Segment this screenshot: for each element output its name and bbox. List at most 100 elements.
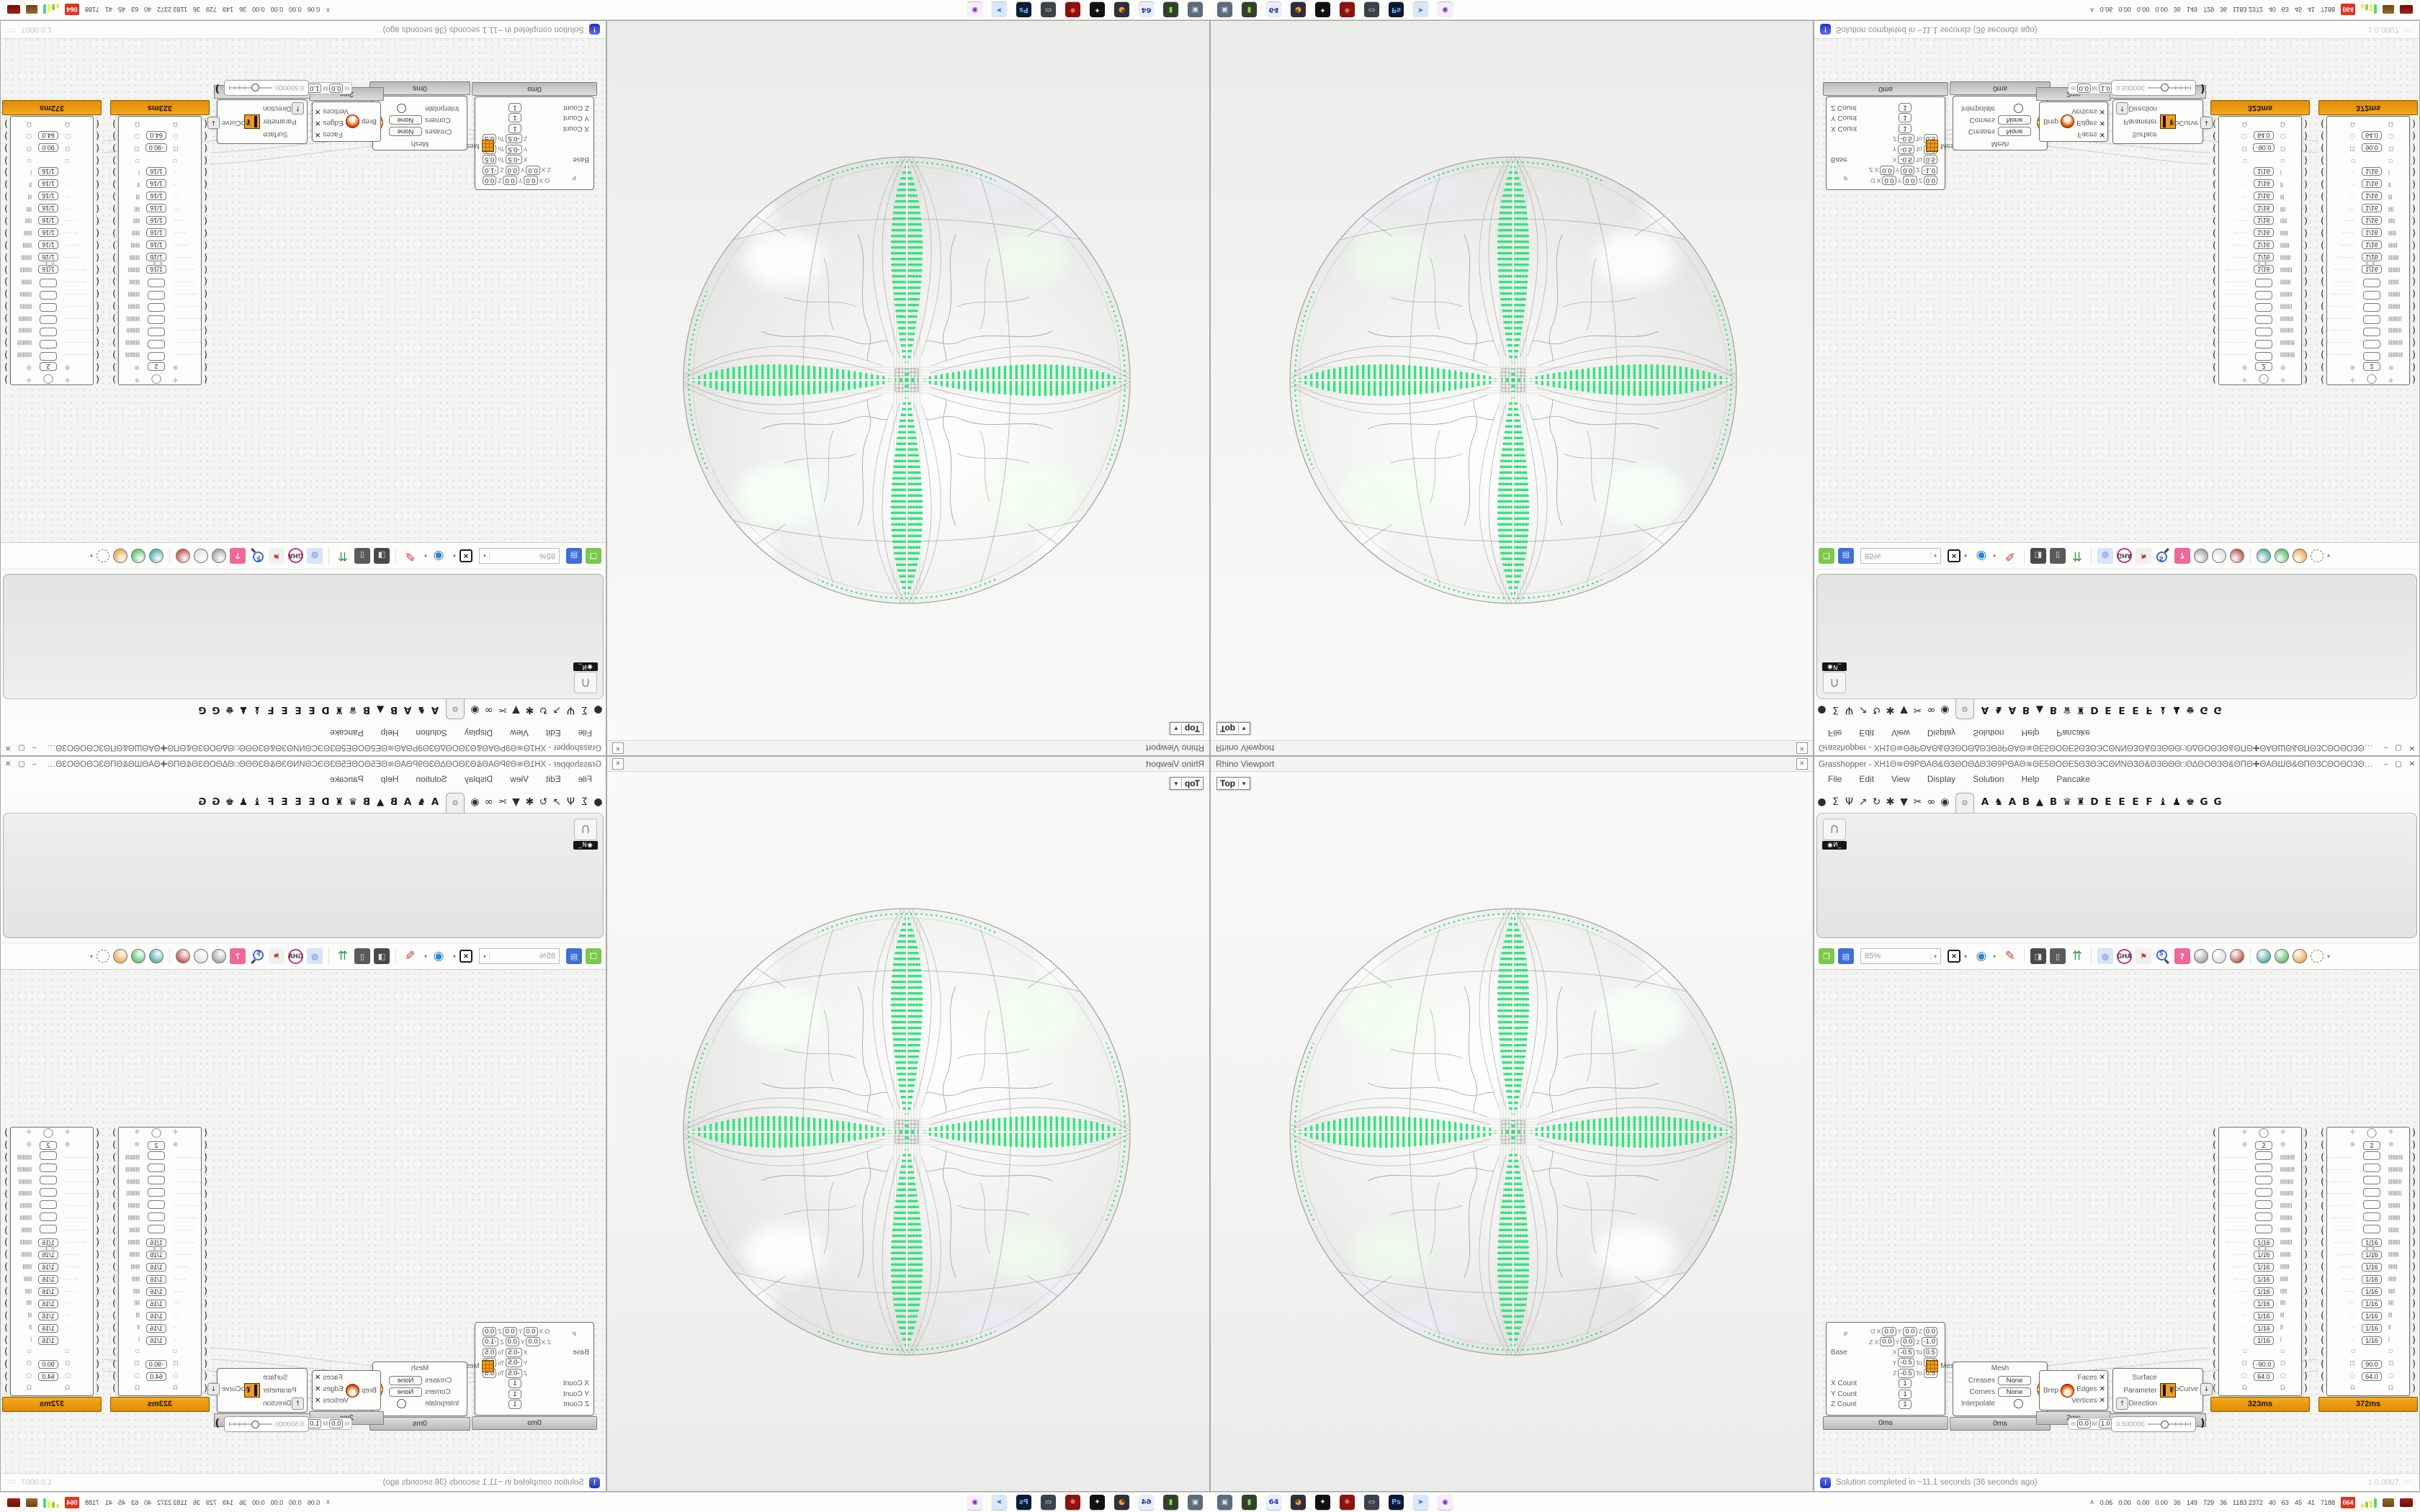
stack-value-box[interactable]	[148, 279, 165, 288]
plugin-tab[interactable]: E	[2118, 704, 2125, 716]
selection-region-icon[interactable]	[97, 950, 109, 963]
stack-row[interactable]: (⊡ 90.0 ⊡)	[2318, 142, 2418, 154]
axes-widget-icon[interactable]: ⇈	[2071, 549, 2083, 563]
stack-row[interactable]: (··· 1/16 ||||)	[110, 1297, 210, 1309]
stack-value-box[interactable]: 1/16	[146, 1275, 166, 1284]
stack-value-box[interactable]: 64.0	[38, 1372, 58, 1382]
plugin-tab[interactable]: D	[2090, 704, 2099, 716]
relay-icon[interactable]: ∩	[2255, 1238, 2270, 1259]
stack-value-box[interactable]: 1/16	[38, 1275, 58, 1284]
creases-value[interactable]: None	[1998, 1375, 2031, 1385]
solver-info-icon[interactable]: !	[1820, 1477, 1831, 1488]
stack-value-box[interactable]	[148, 339, 165, 348]
brep-component[interactable]: Brep Faces✕Edges✕Vertices✕ 2ms	[309, 1370, 384, 1425]
plugin-tab[interactable]: D	[321, 704, 330, 716]
isocurve-output[interactable]: IsoCurve ↓	[207, 1383, 251, 1395]
value-box[interactable]: -1.0	[483, 1337, 499, 1347]
stack-value-box[interactable]	[2255, 1224, 2272, 1233]
gene-pool-stack[interactable]: (✛◯✛)(⊛2⊛)(··············|||||||||||)(··…	[2318, 1127, 2418, 1412]
plugin-tab[interactable]: ♜	[2076, 704, 2086, 716]
stack-row[interactable]: (·········· |||||||||)	[2, 300, 102, 312]
stack-value-box[interactable]: 1/16	[38, 215, 58, 225]
stack-value-box[interactable]: 1/16	[38, 1299, 58, 1308]
value-box[interactable]: 0.0	[1901, 1337, 1915, 1347]
stack-value-box[interactable]: 90.0	[38, 143, 58, 152]
stack-row[interactable]: (············ ||||||||||)	[110, 1176, 210, 1188]
plugin-tab[interactable]: ♚	[2185, 704, 2195, 716]
stack-value-box[interactable]: 90.0	[2362, 143, 2382, 152]
close-icon[interactable]: ✕	[5, 744, 12, 752]
category-tab-icon[interactable]: ▼	[1900, 704, 1908, 716]
stack-value-box[interactable]: 1/16	[146, 167, 166, 176]
display-sphere-green-icon[interactable]	[131, 949, 145, 963]
stack-value-box[interactable]	[2255, 339, 2272, 348]
menu-solution[interactable]: Solution	[1973, 728, 2004, 738]
stack-row[interactable]: (··· 1/16 ||||)	[2318, 1297, 2418, 1309]
stack-row[interactable]: (· 1/16 ||)	[2, 179, 102, 191]
viewport-titlebar[interactable]: Rhino Viewport ✕	[1211, 740, 1813, 755]
corners-value[interactable]: None	[1998, 1387, 2031, 1397]
plugin-tab[interactable]: ♛	[348, 796, 358, 808]
value-box[interactable]: 0.0	[524, 1326, 538, 1336]
stack-row[interactable]: (··············|||||||||||)	[2318, 1151, 2418, 1164]
category-tab-icon[interactable]: ↻	[539, 704, 548, 716]
stack-row[interactable]: (········· |||||||||)	[2318, 1212, 2418, 1224]
plugin-rings-icon[interactable]: ◎	[307, 548, 323, 564]
taskbar-app-tool[interactable]: ➤	[992, 1495, 1007, 1510]
stack-row[interactable]: (⊡ -90.0 ⊡)	[110, 1358, 210, 1370]
brep-output-faces[interactable]: Faces ✕	[2077, 130, 2105, 139]
stack-value-box[interactable]: 1/16	[38, 192, 58, 201]
corners-value[interactable]: None	[1998, 115, 2031, 125]
plugin-tab[interactable]: ♝	[252, 704, 262, 716]
stack-row[interactable]: (·············|||||||||||)	[110, 336, 210, 348]
stack-value-box[interactable]: 1/16	[2254, 240, 2274, 249]
package-icon[interactable]: ?	[230, 948, 246, 964]
plugin-tab[interactable]: F	[267, 796, 274, 808]
stack-value-box[interactable]	[148, 1164, 165, 1173]
value-box[interactable]: 1	[1899, 1389, 1912, 1399]
plugin-tab[interactable]: ♛	[2062, 796, 2072, 808]
value-box[interactable]: 0.0	[483, 1326, 497, 1336]
solver-info-icon[interactable]: !	[589, 24, 600, 35]
menu-edit[interactable]: Edit	[1859, 728, 1875, 738]
stack-value-box[interactable]: 1/16	[2254, 204, 2274, 213]
stack-row[interactable]: (············ ||||||||||)	[110, 325, 210, 337]
stack-row[interactable]: (······ 1/16 |||||||)	[2210, 239, 2310, 251]
value-box[interactable]: 1	[1899, 123, 1912, 133]
value-box[interactable]: 0.0	[1923, 1326, 1937, 1336]
value-box[interactable]: -0.5	[1898, 1368, 1914, 1378]
stack-value-box[interactable]	[40, 1212, 57, 1221]
value-box[interactable]: 1	[508, 102, 521, 112]
stack-row[interactable]: (·········· |||||||||)	[2, 1200, 102, 1212]
stack-value-box[interactable]: 1/16	[2362, 1238, 2382, 1248]
minimize-icon[interactable]: –	[32, 744, 37, 752]
taskbar-app-vm[interactable]: ▮	[1163, 1495, 1178, 1510]
isocurve-output[interactable]: IsoCurve ↓	[2169, 117, 2213, 129]
stack-value-box[interactable]	[40, 291, 57, 300]
stack-row[interactable]: (· 1/16 |)	[2318, 1333, 2418, 1346]
stack-row[interactable]: (Ω Ω)	[2, 117, 102, 130]
stack-row[interactable]: (··· 1/16 ||||)	[2318, 203, 2418, 215]
stack-value-box[interactable]	[2363, 1212, 2380, 1221]
gene-pool-stack[interactable]: (✛◯✛)(⊛2⊛)(··············|||||||||||)(··…	[2210, 1127, 2310, 1412]
stack-value-box[interactable]	[2363, 1200, 2380, 1209]
gha-loader-icon[interactable]: GHA	[2117, 948, 2132, 964]
ribbon-component[interactable]: ∩ ◉И_	[1822, 819, 1847, 850]
tray-expand-icon[interactable]: ∧	[2089, 1498, 2094, 1506]
stack-row[interactable]: (··········· ||||||||||)	[2318, 1187, 2418, 1200]
stack-value-box[interactable]: 2	[2363, 1141, 2380, 1151]
stack-row[interactable]: (········· |||||||||)	[2, 1212, 102, 1224]
taskbar-app-photoshop[interactable]: Ps	[1016, 1495, 1031, 1510]
display-sphere-teal-icon[interactable]	[2257, 549, 2271, 563]
display-sphere-green-icon[interactable]	[2275, 549, 2289, 563]
category-tab-icon[interactable]: Ψ	[566, 796, 575, 808]
number-slider[interactable]: 0.500000	[2111, 1416, 2196, 1432]
taskbar-app-tool[interactable]: ➤	[1413, 2, 1428, 17]
plugin-tab[interactable]: ♝	[252, 796, 262, 808]
category-tab-icon[interactable]: ●	[1817, 704, 1827, 716]
stack-value-box[interactable]	[2363, 327, 2380, 336]
stack-value-box[interactable]: 2	[40, 361, 57, 371]
stack-value-box[interactable]: 1/16	[2254, 215, 2274, 225]
plugin-tab[interactable]: G	[2200, 704, 2208, 716]
corners-value[interactable]: None	[389, 1387, 422, 1397]
